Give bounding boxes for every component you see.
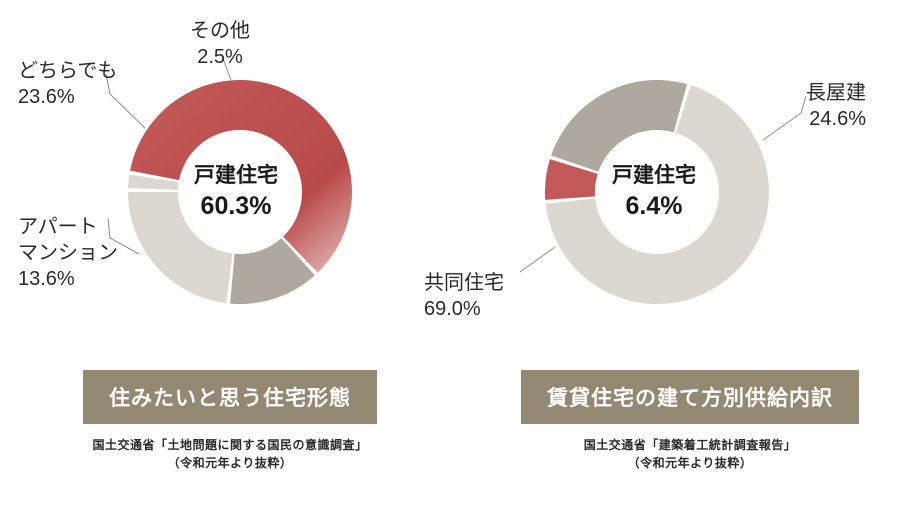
center-label-right: 戸建住宅6.4% (612, 162, 696, 224)
title-bar-right: 賃貸住宅の建て方別供給内訳 (521, 370, 859, 424)
source-right-line1: 国土交通省「建築着工統計調査報告」 (584, 436, 797, 454)
center-label-left: 戸建住宅60.3% (194, 162, 278, 224)
source-right-line2: （令和元年より抜粋） (584, 454, 797, 472)
center-line1-left: 戸建住宅 (194, 162, 278, 190)
center-line2-right: 6.4% (612, 190, 696, 224)
source-left-line2: （令和元年より抜粋） (92, 454, 367, 472)
slice-label-left-1: アパートマンション13.6% (18, 214, 118, 292)
slice-label-right-1: 長屋建24.6% (806, 80, 866, 132)
center-line2-left: 60.3% (194, 190, 278, 224)
slice-label-left-2: どちらでも23.6% (18, 58, 117, 110)
source-right: 国土交通省「建築着工統計調査報告」 （令和元年より抜粋） (584, 436, 797, 472)
slice-label-right-2: 共同住宅69.0% (424, 270, 504, 322)
source-left: 国土交通省「土地問題に関する国民の意識調査」 （令和元年より抜粋） (92, 436, 367, 472)
source-left-line1: 国土交通省「土地問題に関する国民の意識調査」 (92, 436, 367, 454)
title-bar-left: 住みたいと思う住宅形態 (83, 370, 377, 424)
slice-label-left-3: その他2.5% (190, 18, 250, 70)
slice-right-1 (551, 80, 687, 172)
center-line1-right: 戸建住宅 (612, 162, 696, 190)
